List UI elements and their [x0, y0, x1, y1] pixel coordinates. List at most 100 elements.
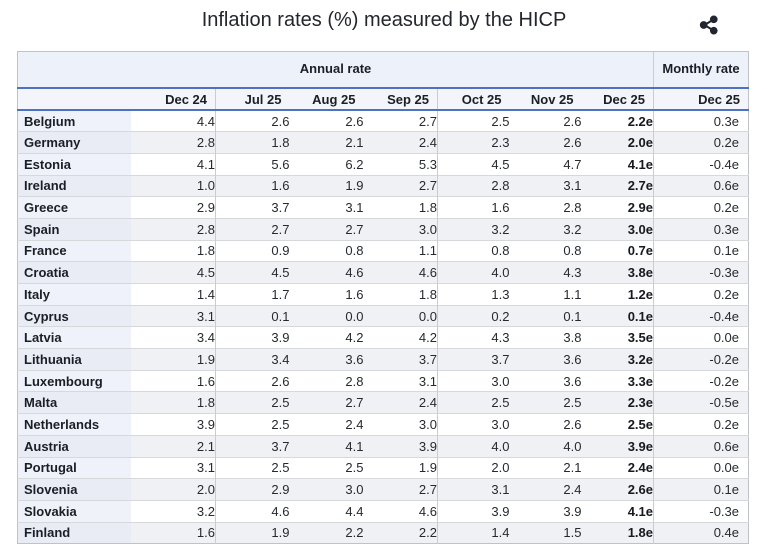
annual-value: 2.6 [509, 131, 582, 154]
country-label: Finland [17, 521, 131, 544]
month-header-row: Dec 24 Jul 25 Aug 25 Sep 25 Oct 25 Nov 2… [17, 87, 749, 111]
annual-value: 1.9 [363, 456, 438, 479]
annual-value: 1.4 [437, 521, 510, 544]
annual-value: 1.6 [437, 196, 510, 219]
annual-value: 1.2e [581, 283, 655, 306]
column-header-dec25-monthly: Dec 25 [653, 87, 749, 111]
annual-value: 2.5 [437, 391, 510, 414]
annual-value: 2.5 [215, 456, 290, 479]
annual-value: 2.7 [215, 217, 290, 241]
column-header-nov25: Nov 25 [509, 87, 582, 111]
table-row: Ireland 1.0 1.6 1.9 2.7 2.8 3.1 2.7e 0.6e [17, 174, 749, 197]
share-button[interactable] [698, 12, 724, 38]
annual-value: 2.4 [363, 131, 438, 154]
annual-value: 5.3 [363, 152, 438, 176]
table-row: Slovakia 3.2 4.6 4.4 4.6 3.9 3.9 4.1e -0.3e [17, 499, 749, 523]
table-row: Croatia 4.5 4.5 4.6 4.6 4.0 4.3 3.8e -0.3e [17, 261, 749, 284]
annual-value: 1.8 [130, 239, 216, 262]
monthly-value: 0.2e [653, 413, 749, 436]
annual-value: 3.9 [363, 434, 438, 457]
annual-value: 2.6 [215, 110, 290, 132]
annual-value: 2.6e [581, 478, 655, 501]
monthly-value: 0.0e [653, 456, 749, 479]
annual-value: 0.1 [509, 304, 582, 327]
annual-value: 2.0 [437, 456, 510, 479]
table-row: Luxembourg 1.6 2.6 2.8 3.1 3.0 3.6 3.3e -0.2e [17, 369, 749, 392]
annual-value: 3.6 [289, 348, 364, 371]
annual-value: 2.9e [581, 196, 655, 219]
annual-value: 2.1 [130, 434, 216, 457]
annual-value: 3.7 [363, 348, 438, 371]
title-bar: Inflation rates (%) measured by the HICP [0, 0, 768, 44]
country-label: Italy [17, 283, 131, 306]
annual-value: 3.3e [581, 369, 655, 392]
annual-value: 1.8 [363, 283, 438, 306]
annual-value: 4.4 [289, 499, 364, 523]
annual-value: 2.9 [130, 196, 216, 219]
country-label: Malta [17, 391, 131, 414]
annual-value: 4.7 [509, 152, 582, 176]
annual-value: 4.6 [289, 261, 364, 284]
annual-value: 1.1 [509, 283, 582, 306]
country-label: Belgium [17, 110, 131, 132]
column-header-oct25: Oct 25 [437, 87, 510, 111]
annual-value: 2.6 [215, 369, 290, 392]
monthly-value: 0.4e [653, 521, 749, 544]
annual-value: 2.7 [363, 110, 438, 132]
table-row: Cyprus 3.1 0.1 0.0 0.0 0.2 0.1 0.1e -0.4e [17, 304, 749, 327]
annual-value: 3.9e [581, 434, 655, 457]
annual-rate-group-header: Annual rate [17, 51, 654, 88]
country-label: Slovakia [17, 499, 131, 523]
annual-value: 4.0 [437, 261, 510, 284]
country-column-header [17, 87, 131, 111]
annual-value: 3.0 [437, 369, 510, 392]
group-header-row: Annual rate Monthly rate [17, 51, 749, 88]
table-row: Germany 2.8 1.8 2.1 2.4 2.3 2.6 2.0e 0.2e [17, 131, 749, 154]
annual-value: 2.2 [289, 521, 364, 544]
annual-value: 3.0 [289, 478, 364, 501]
annual-value: 0.2 [437, 304, 510, 327]
annual-value: 2.6 [509, 110, 582, 132]
annual-value: 3.0 [363, 217, 438, 241]
country-label: Luxembourg [17, 369, 131, 392]
table-row: Greece 2.9 3.7 3.1 1.8 1.6 2.8 2.9e 0.2e [17, 196, 749, 219]
annual-value: 3.0 [363, 413, 438, 436]
column-header-dec24: Dec 24 [130, 87, 216, 111]
annual-value: 2.4 [363, 391, 438, 414]
annual-value: 2.4e [581, 456, 655, 479]
monthly-value: 0.2e [653, 131, 749, 154]
table-row: Finland 1.6 1.9 2.2 2.2 1.4 1.5 1.8e 0.4e [17, 521, 749, 544]
annual-value: 4.3 [437, 326, 510, 349]
annual-value: 3.1 [509, 174, 582, 197]
monthly-value: 0.0e [653, 326, 749, 349]
annual-value: 2.1 [509, 456, 582, 479]
annual-value: 4.1e [581, 152, 655, 176]
monthly-value: -0.2e [653, 348, 749, 371]
annual-value: 2.0 [130, 478, 216, 501]
annual-value: 4.1 [130, 152, 216, 176]
annual-value: 2.2 [363, 521, 438, 544]
annual-value: 2.7e [581, 174, 655, 197]
annual-value: 2.3e [581, 391, 655, 414]
annual-value: 2.7 [363, 174, 438, 197]
annual-value: 3.7 [215, 434, 290, 457]
country-label: Cyprus [17, 304, 131, 327]
annual-value: 4.6 [215, 499, 290, 523]
inflation-table: Annual rate Monthly rate Dec 24 Jul 25 A… [17, 51, 750, 545]
share-icon [699, 15, 718, 35]
annual-value: 4.0 [509, 434, 582, 457]
country-label: Lithuania [17, 348, 131, 371]
annual-value: 3.4 [215, 348, 290, 371]
annual-value: 1.9 [289, 174, 364, 197]
annual-value: 2.4 [289, 413, 364, 436]
monthly-value: 0.2e [653, 196, 749, 219]
annual-value: 3.1 [289, 196, 364, 219]
annual-value: 3.9 [130, 413, 216, 436]
annual-value: 4.3 [509, 261, 582, 284]
annual-value: 0.1e [581, 304, 655, 327]
annual-value: 3.2 [509, 217, 582, 241]
annual-value: 1.6 [130, 369, 216, 392]
annual-value: 4.6 [363, 261, 438, 284]
annual-value: 2.9 [215, 478, 290, 501]
annual-value: 2.0e [581, 131, 655, 154]
